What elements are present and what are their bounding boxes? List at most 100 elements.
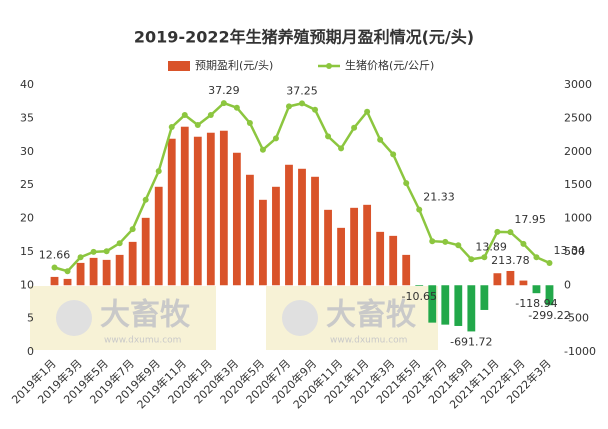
data-label: 213.78 — [491, 254, 530, 267]
point — [103, 248, 110, 255]
point — [259, 146, 266, 153]
bar — [311, 176, 319, 286]
point — [416, 206, 423, 213]
bar — [259, 199, 267, 286]
point — [168, 124, 175, 131]
bar — [298, 168, 306, 286]
point — [285, 103, 292, 110]
y2-tick-label: 500 — [564, 245, 585, 258]
data-label: 37.29 — [208, 84, 240, 97]
bar — [532, 285, 541, 294]
watermark-logo — [282, 300, 318, 336]
data-label: 17.95 — [514, 213, 546, 226]
bar — [545, 285, 554, 306]
point — [90, 248, 97, 255]
point — [364, 108, 371, 115]
watermark-url: www.dxumu.com — [330, 336, 407, 346]
y-tick-label: 10 — [20, 278, 34, 291]
bar — [167, 138, 176, 286]
point — [64, 268, 71, 275]
bar — [493, 273, 502, 286]
y2-tick-label: 2000 — [564, 145, 592, 158]
bar — [324, 209, 332, 286]
data-label: -691.72 — [450, 335, 492, 348]
bar — [337, 227, 345, 286]
bar — [285, 164, 293, 286]
bar — [141, 217, 150, 286]
data-label: 12.66 — [39, 248, 71, 261]
y-tick-label: 40 — [20, 78, 34, 91]
watermark: 大畜牧 www.dxumu.com 大畜牧 www.dxumu.com — [30, 286, 438, 350]
chart-title: 2019-2022年生猪养殖预期月盈利情况(元/头) — [134, 28, 474, 47]
bar — [154, 186, 163, 286]
y2-tick-label: -500 — [564, 312, 589, 325]
y-tick-label: 25 — [20, 178, 34, 191]
y2-tick-label: 2500 — [564, 111, 592, 124]
legend-swatch — [326, 63, 332, 69]
bar — [50, 276, 59, 286]
y-tick-label: 30 — [20, 145, 34, 158]
legend-label: 生猪价格(元/公斤) — [345, 58, 434, 72]
y2-tick-label: 3000 — [564, 78, 592, 91]
y-tick-label: 5 — [27, 312, 34, 325]
point — [129, 226, 136, 233]
data-label: -10.65 — [401, 290, 436, 303]
point — [220, 100, 227, 107]
y-tick-label: 20 — [20, 212, 34, 225]
point — [403, 180, 410, 187]
point — [155, 168, 162, 175]
y2-tick-label: -1000 — [564, 345, 596, 358]
bar — [454, 285, 463, 326]
point — [142, 196, 149, 203]
bar — [245, 174, 254, 286]
point — [429, 238, 436, 245]
bar — [102, 259, 111, 286]
data-label: 13.34 — [553, 244, 585, 257]
data-label: -118.94 — [515, 297, 557, 310]
y2-tick-label: 1000 — [564, 212, 592, 225]
point — [272, 135, 279, 142]
point — [377, 136, 384, 143]
point — [116, 240, 123, 247]
bar — [219, 130, 228, 286]
watermark-logo — [56, 300, 92, 336]
bar — [89, 257, 98, 286]
bar — [519, 280, 528, 286]
data-label: -299.22 — [528, 309, 570, 322]
bar — [206, 132, 215, 286]
bar — [376, 231, 385, 286]
point — [338, 145, 345, 152]
bar — [441, 285, 450, 325]
bar — [428, 285, 437, 323]
bar — [506, 270, 515, 286]
bar — [480, 285, 489, 310]
bar — [363, 204, 372, 286]
point — [77, 254, 84, 261]
bar — [76, 262, 85, 286]
data-label: 37.25 — [286, 84, 318, 97]
point — [181, 112, 188, 119]
bar — [63, 278, 72, 286]
point — [351, 124, 358, 131]
y-tick-label: 15 — [20, 245, 34, 258]
point — [455, 242, 462, 249]
bar — [272, 186, 280, 286]
bar — [180, 126, 189, 286]
bar — [415, 285, 424, 286]
point — [468, 256, 475, 263]
point — [325, 133, 332, 140]
watermark-text: 大畜牧 — [100, 298, 191, 333]
point — [507, 229, 514, 236]
y-tick-label: 35 — [20, 111, 34, 124]
point — [246, 120, 253, 127]
data-label: 13.89 — [475, 240, 507, 253]
point — [533, 254, 540, 261]
point — [312, 106, 319, 113]
point — [481, 254, 488, 261]
point — [442, 238, 449, 245]
point — [51, 264, 58, 271]
point — [207, 112, 214, 119]
legend-label: 预期盈利(元/头) — [195, 59, 273, 72]
y2-tick-label: 0 — [564, 278, 571, 291]
data-label: 21.33 — [423, 191, 455, 204]
